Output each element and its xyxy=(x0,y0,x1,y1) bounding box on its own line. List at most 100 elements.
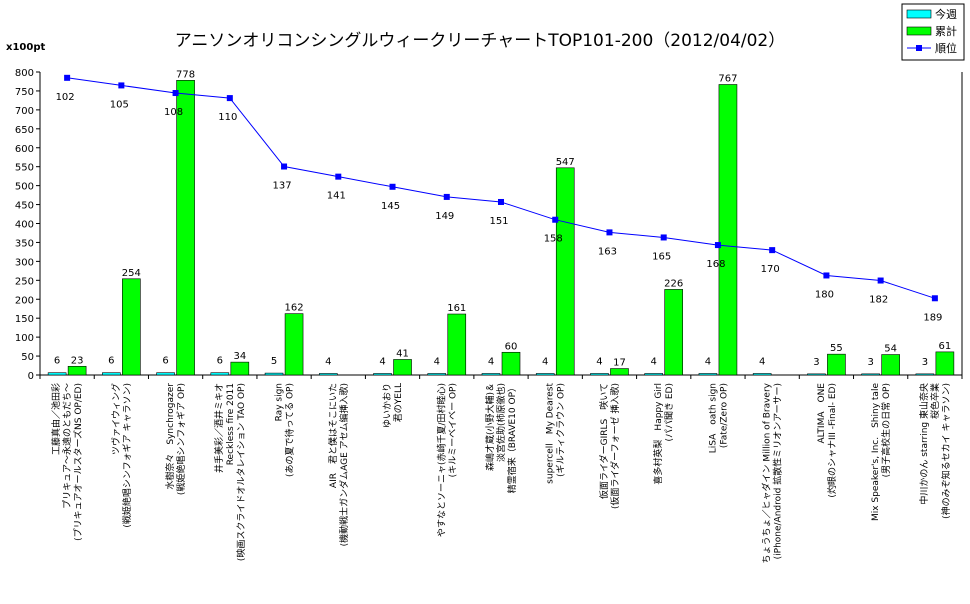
category-label-line: (Fate/Zero OP) xyxy=(719,383,729,448)
y-tick-label: 50 xyxy=(21,352,34,363)
data-label-weekly: 3 xyxy=(922,357,928,368)
category-label: 森嶋才蔵(小野大輔)＆ 淡宮佐助(柿原徹也) 精霊宿来（BRAVE10 OP） xyxy=(484,383,518,493)
data-label-weekly: 4 xyxy=(596,356,602,367)
data-label-weekly: 3 xyxy=(867,357,873,368)
rank-marker xyxy=(281,163,288,170)
y-tick-label: 450 xyxy=(15,201,34,212)
category-label-line: (機動戦士ガンダムAGE アセム編挿入歌) xyxy=(338,383,350,546)
bar-weekly xyxy=(807,373,826,376)
rank-marker xyxy=(552,216,559,223)
data-label-rank: 108 xyxy=(164,107,183,118)
category-label-line: やすなとソーニャ(赤崎千夏/田村睦心) xyxy=(435,383,447,537)
category-label-line: (ギルティクラウン OP) xyxy=(556,383,567,477)
category-label: ALTIMA ONE (灼眼のシャナIII -Final- ED) xyxy=(817,383,838,498)
rank-marker xyxy=(606,229,613,236)
category-label-line: (iPhone/Android 拡散性ミリオンアーサー) xyxy=(772,383,784,559)
rank-line xyxy=(64,74,938,302)
bar-total xyxy=(393,359,412,376)
legend-label: 順位 xyxy=(935,41,957,55)
bar-weekly xyxy=(210,372,230,376)
bar-weekly xyxy=(861,373,880,376)
bar-total xyxy=(501,351,521,376)
axes: 0 50 100 150 200 250 300 350 400 450 500 550 600 650 7… xyxy=(15,68,963,382)
category-label: ちょうちょ／ヒャダイン Million of Bravery (iPhone/An… xyxy=(761,382,784,563)
category-label-line: 淡宮佐助(柿原徹也) xyxy=(495,383,507,462)
bar-weekly xyxy=(590,373,609,376)
bar-total xyxy=(67,365,87,376)
y-tick-label: 250 xyxy=(15,276,34,287)
data-label-weekly: 6 xyxy=(108,356,114,367)
y-tick-label: 650 xyxy=(15,125,34,136)
category-label-line: 喜多村英梨 Happy Girl xyxy=(652,383,664,485)
rank-marker xyxy=(660,234,667,241)
rank-marker xyxy=(443,193,450,200)
category-label: 仮面ライダーGIRLS 咲いて (仮面ライダーフォーゼ 挿入歌) xyxy=(598,383,621,509)
category-label: AIR 君と僕はそこにいた (機動戦士ガンダムAGE アセム編挿入歌) xyxy=(327,383,350,546)
category-labels: 工藤真由／池田彩 プリキュア～永遠のともだち～ (プリキュアオールスターズNS OP… xyxy=(50,382,952,563)
category-label: 工藤真由／池田彩 プリキュア～永遠のともだち～ (プリキュアオールスターズNS OP… xyxy=(50,383,84,541)
bar-weekly xyxy=(156,372,175,376)
bar-weekly xyxy=(264,372,284,376)
rank-marker xyxy=(498,198,504,205)
legend-label: 今週 xyxy=(935,7,957,21)
data-label-weekly: 5 xyxy=(271,356,277,367)
bar-total xyxy=(881,354,900,376)
legend-marker xyxy=(916,45,922,51)
category-label-line: Reckless fire 2011 xyxy=(226,383,236,465)
data-label-rank: 110 xyxy=(218,112,237,123)
category-label-line: (あの夏で待ってる OP) xyxy=(284,383,296,477)
bar-weekly xyxy=(318,373,338,376)
data-label-weekly: 4 xyxy=(542,356,548,367)
data-label-rank: 189 xyxy=(923,312,942,323)
bar-weekly xyxy=(915,373,935,376)
legend-swatch xyxy=(906,26,932,36)
y-tick-label: 200 xyxy=(15,295,34,306)
y-tick-label: 300 xyxy=(15,257,34,268)
rank-marker xyxy=(769,247,776,254)
bars xyxy=(47,80,955,376)
category-label-line: 中川かのん starring 東山奈央 xyxy=(918,383,930,505)
data-label-total: 226 xyxy=(664,278,683,289)
data-label-total: 60 xyxy=(505,341,518,352)
y-tick-label: 800 xyxy=(15,68,34,79)
bar-total xyxy=(718,84,738,376)
bar-total xyxy=(176,80,195,376)
bar-weekly xyxy=(535,373,555,376)
data-label-weekly: 3 xyxy=(813,357,819,368)
data-label-rank: 182 xyxy=(869,295,888,306)
data-label-rank: 151 xyxy=(489,216,508,227)
legend-swatch xyxy=(906,9,932,19)
category-label-line: 精霊宿来（BRAVE10 OP） xyxy=(506,383,518,493)
rank-marker xyxy=(714,242,721,249)
bar-weekly xyxy=(47,372,67,376)
category-label-line: (戦姫絶唱シンフォギア OP) xyxy=(175,383,187,495)
category-label: ツヴァイウィング (戦姫絶唱シンフォギア キャラソン) xyxy=(110,383,133,528)
rank-marker xyxy=(335,173,342,180)
category-label: 井手美彩／酒井ミキオ Reckless fire 2011 (映画スクライドオルタレ… xyxy=(213,383,247,561)
rank-marker xyxy=(823,272,830,279)
data-label-total: 162 xyxy=(285,303,304,314)
category-label-line: 井手美彩／酒井ミキオ xyxy=(213,383,225,473)
data-label-rank: 158 xyxy=(544,234,563,245)
bar-total xyxy=(230,361,250,376)
data-label-weekly: 6 xyxy=(217,356,223,367)
category-label-line: (灼眼のシャナIII -Final- ED) xyxy=(826,383,838,498)
category-label-line: (映画スクライドオルタレイション TAO OP) xyxy=(235,383,247,561)
bar-weekly xyxy=(102,372,121,376)
data-label-weekly: 4 xyxy=(434,356,440,367)
category-label-line: ツヴァイウィング xyxy=(110,383,122,455)
rank-marker xyxy=(118,82,125,89)
bar-weekly xyxy=(644,373,664,376)
y-tick-label: 700 xyxy=(15,106,34,117)
data-label-rank: 137 xyxy=(273,181,292,192)
bar-total xyxy=(935,351,955,376)
category-label-line: (キルミーベイベー OP) xyxy=(448,383,458,477)
bar-total xyxy=(555,167,575,376)
y-tick-label: 750 xyxy=(15,87,34,98)
data-label-total: 547 xyxy=(556,157,575,168)
category-label-line: (戦姫絶唱シンフォギア キャラソン) xyxy=(121,383,133,528)
data-label-rank: 149 xyxy=(435,211,454,222)
y-tick-label: 550 xyxy=(15,163,34,174)
